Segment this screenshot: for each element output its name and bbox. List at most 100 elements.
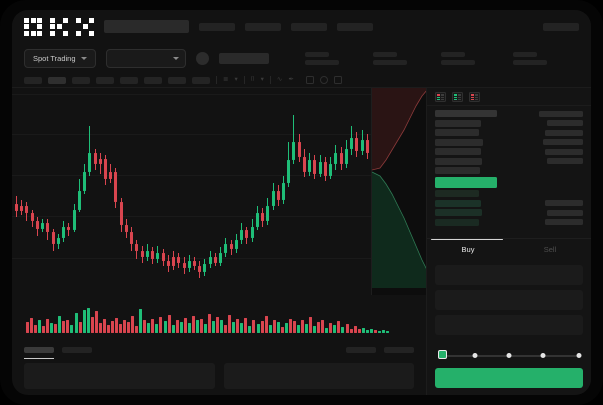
orderbook-rows[interactable] <box>427 106 591 238</box>
candlestick-chart[interactable] <box>12 88 426 295</box>
orderbook-price-cell <box>435 148 481 155</box>
nav-item-4[interactable] <box>337 22 373 31</box>
volume-bar <box>26 322 29 333</box>
trading-pair-selector[interactable] <box>105 48 186 68</box>
orderbook-bid-row[interactable] <box>435 199 583 207</box>
place-buy-order-button[interactable] <box>435 368 583 388</box>
bottom-tab-open-orders[interactable] <box>24 347 54 353</box>
tab-sell[interactable]: Sell <box>543 244 557 254</box>
volume-bar <box>114 317 118 333</box>
volume-bar <box>82 309 86 333</box>
line-tool-icon[interactable]: ∿ <box>276 75 283 83</box>
volume-bar <box>216 316 220 333</box>
volume-bar <box>317 322 321 333</box>
volume-bar <box>191 315 195 333</box>
nav-item-2[interactable] <box>245 22 281 31</box>
timeframe-3[interactable] <box>72 76 90 84</box>
orderbook-ask-row[interactable] <box>435 157 583 165</box>
bottom-tab-action-1[interactable] <box>346 347 376 353</box>
orderbook-ask-row[interactable] <box>435 129 583 136</box>
nav-item-1[interactable] <box>199 22 235 31</box>
pencil-tool-icon[interactable]: ✒ <box>288 75 294 83</box>
volume-bar <box>171 324 175 333</box>
slider-stop-25[interactable] <box>472 352 478 358</box>
timeframe-6[interactable] <box>144 76 162 84</box>
orderbook-bid-row[interactable] <box>435 190 583 197</box>
indicators-chevron-icon[interactable]: ▾ <box>234 75 238 83</box>
bottom-panel-left[interactable] <box>24 363 215 389</box>
orderbook-quantity-cell <box>539 110 583 117</box>
volume-bar <box>179 322 183 333</box>
bottom-tab-action-2[interactable] <box>384 347 414 353</box>
toolbar-divider <box>216 76 217 84</box>
orderbook-view-both-icon[interactable] <box>435 91 446 102</box>
volume-bar <box>244 317 248 333</box>
search-input[interactable] <box>104 20 189 33</box>
buy-tab-indicator <box>431 238 503 240</box>
slider-handle[interactable] <box>438 350 447 359</box>
orderbook-quantity-cell <box>547 158 583 164</box>
orderbook-view-bids-icon[interactable] <box>452 91 463 102</box>
timeframe-2[interactable] <box>48 76 66 84</box>
depth-chart-overlay <box>371 88 426 295</box>
order-amount-input[interactable] <box>435 289 583 310</box>
camera-icon[interactable] <box>305 76 314 84</box>
bottom-tab-order-history[interactable] <box>62 347 92 353</box>
orderbook-price-cell <box>435 110 497 117</box>
volume-bar <box>54 324 58 333</box>
okx-logo-icon[interactable] <box>24 17 94 36</box>
trading-mode-selector[interactable]: Spot Trading <box>24 48 96 68</box>
settings-icon[interactable] <box>319 76 328 84</box>
volume-bar <box>58 315 62 333</box>
volume-bar <box>102 318 106 333</box>
orderbook-ask-row[interactable] <box>435 119 583 127</box>
timeframe-1[interactable] <box>24 76 42 84</box>
volume-bar <box>224 324 228 333</box>
order-price-input[interactable] <box>435 264 583 285</box>
bottom-panel-right[interactable] <box>223 363 414 389</box>
volume-bar <box>183 317 187 333</box>
orderbook-ask-row[interactable] <box>435 110 583 117</box>
timeframe-8[interactable] <box>192 76 210 84</box>
slider-stop-50[interactable] <box>506 352 512 358</box>
timeframe-5[interactable] <box>120 76 138 84</box>
volume-bar <box>86 307 90 333</box>
volume-bar <box>361 327 365 333</box>
tab-buy[interactable]: Buy <box>461 244 475 254</box>
orderbook-bid-row[interactable] <box>435 209 583 216</box>
order-total-input[interactable] <box>435 314 583 335</box>
indicators-icon[interactable]: ≣ <box>223 75 229 83</box>
orderbook-price-cell <box>435 167 480 174</box>
volume-chart[interactable] <box>12 295 426 341</box>
fullscreen-icon[interactable] <box>333 76 342 84</box>
volume-bar <box>78 322 82 333</box>
nav-item-5[interactable] <box>543 22 579 31</box>
candle-series <box>12 88 426 295</box>
volume-bar <box>321 319 325 333</box>
orderbook-quantity-cell <box>545 129 583 136</box>
slider-stop-75[interactable] <box>540 352 546 358</box>
chart-type-chevron-icon[interactable]: ▾ <box>260 75 264 83</box>
volume-bar <box>349 328 353 333</box>
nav-item-3[interactable] <box>291 22 327 31</box>
orderbook-bid-row[interactable] <box>435 218 583 226</box>
order-amount-slider[interactable] <box>435 349 583 363</box>
orderbook-mark-price[interactable] <box>435 176 583 188</box>
chart-toolbar: ≣ ▾ ⌷ ▾ ∿ ✒ <box>12 73 591 88</box>
volume-bar <box>106 324 110 333</box>
orderbook-ask-row[interactable] <box>435 138 583 146</box>
trading-mode-label: Spot Trading <box>33 53 76 63</box>
orderbook-ask-row[interactable] <box>435 148 583 155</box>
slider-stop-100[interactable] <box>576 352 582 358</box>
timeframe-7[interactable] <box>168 76 186 84</box>
ticker-bar: Spot Trading <box>12 43 591 73</box>
volume-bar <box>62 321 66 333</box>
timeframe-4[interactable] <box>96 76 114 84</box>
volume-bar <box>143 320 147 333</box>
volume-bar <box>139 308 143 333</box>
chart-type-icon[interactable]: ⌷ <box>250 75 255 83</box>
volume-bar <box>195 320 199 333</box>
volume-bar <box>301 320 305 333</box>
orderbook-view-asks-icon[interactable] <box>469 91 480 102</box>
orderbook-ask-row[interactable] <box>435 167 583 174</box>
